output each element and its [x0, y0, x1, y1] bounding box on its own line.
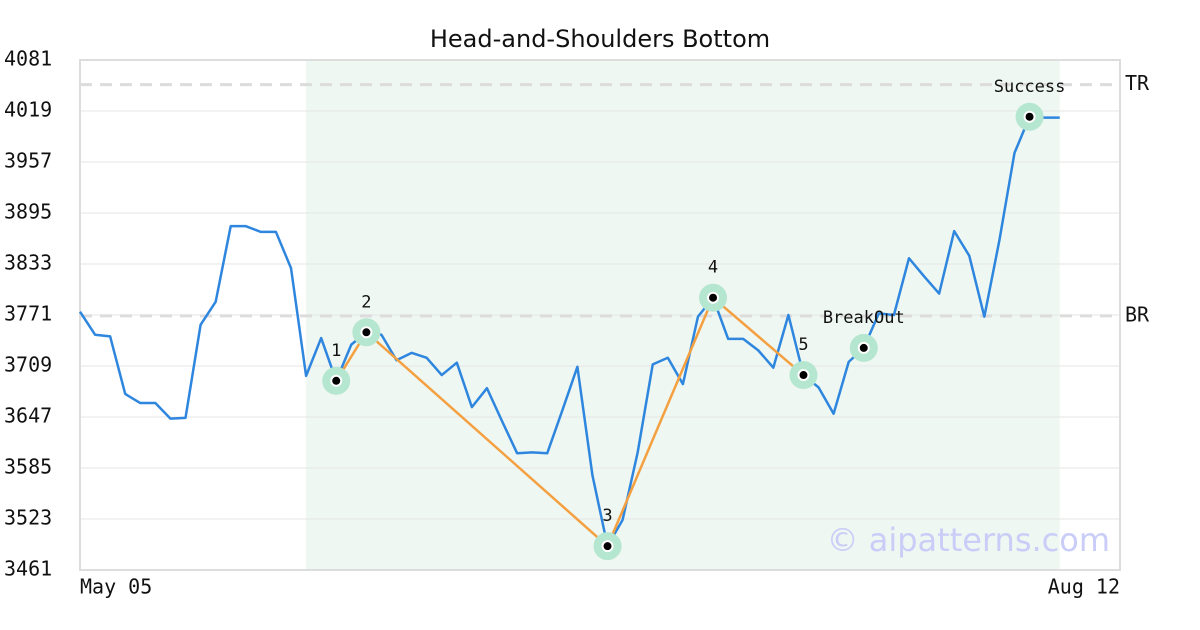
- pattern-point: [360, 326, 373, 339]
- pattern-point: [707, 291, 720, 304]
- level-label: TR: [1125, 71, 1150, 95]
- signal-point: [857, 341, 870, 354]
- y-tick-label: 3709: [4, 353, 52, 377]
- pattern-point-label: 5: [798, 335, 808, 355]
- pattern-point: [797, 369, 810, 382]
- pattern-point-label: 2: [361, 292, 371, 312]
- y-tick-label: 3771: [4, 302, 52, 326]
- y-tick-label: 3647: [4, 404, 52, 428]
- pattern-point: [330, 374, 343, 387]
- y-tick-label: 3833: [4, 251, 52, 275]
- price-line: [78, 115, 1060, 548]
- pattern-point-label: 1: [331, 341, 341, 361]
- y-tick-label: 4019: [4, 98, 52, 122]
- y-tick-label: 3461: [4, 557, 52, 581]
- x-tick-label: May 05: [80, 575, 152, 599]
- signal-point-label: BreakOut: [823, 308, 905, 328]
- y-tick-label: 3523: [4, 506, 52, 530]
- plot-frame: [79, 59, 1121, 571]
- level-label: BR: [1125, 302, 1150, 326]
- y-tick-label: 3585: [4, 455, 52, 479]
- signal-point: [1023, 110, 1036, 123]
- y-tick-label: 3957: [4, 149, 52, 173]
- watermark: © aipatterns.com: [827, 521, 1110, 559]
- pattern-point-label: 3: [602, 506, 612, 526]
- y-tick-label: 3895: [4, 200, 52, 224]
- pattern-point-label: 4: [708, 258, 718, 278]
- chart-title: Head-and-Shoulders Bottom: [430, 25, 770, 53]
- y-tick-label: 4081: [4, 47, 52, 71]
- x-tick-label: Aug 12: [1048, 575, 1120, 599]
- pattern-point: [601, 540, 614, 553]
- signal-point-label: Success: [994, 77, 1066, 97]
